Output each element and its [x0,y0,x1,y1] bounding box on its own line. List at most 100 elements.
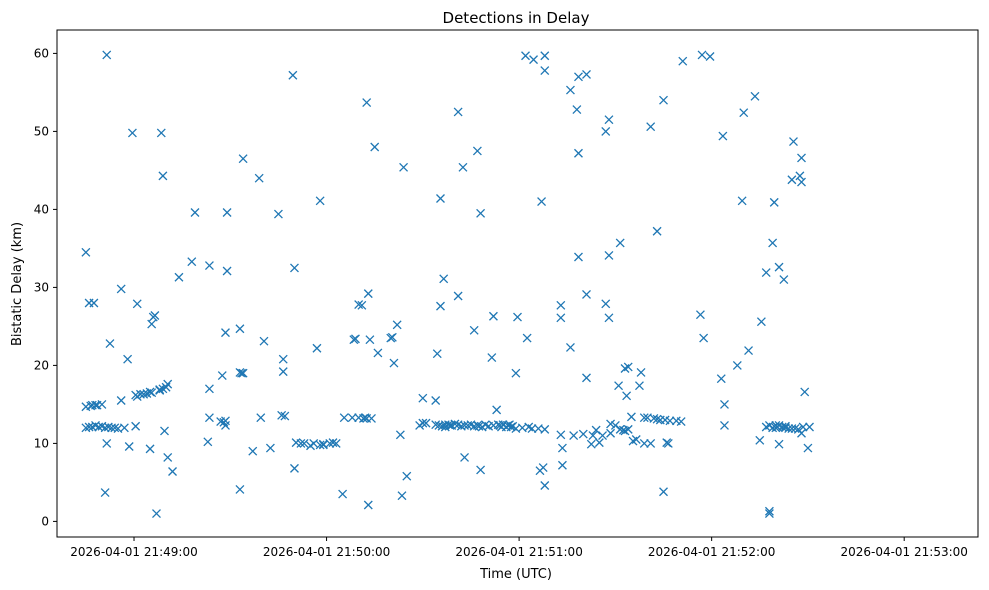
data-point [131,421,141,431]
data-point [453,107,463,117]
data-point [797,177,806,187]
data-point [540,481,550,490]
x-axis-label: Time (UTC) [479,567,552,582]
data-point [572,105,582,115]
data-point [634,381,644,391]
data-point [787,175,797,185]
data-point [124,442,134,451]
data-point [296,438,306,448]
data-point [769,197,779,207]
data-point [453,291,463,301]
data-point [397,491,407,501]
data-point [238,154,248,164]
data-point [604,313,614,323]
data-point [750,91,760,101]
data-point [432,349,442,359]
data-point [659,95,668,105]
data-point [152,509,161,519]
data-point [790,424,800,434]
data-point [557,460,567,470]
data-point [646,122,656,132]
data-point [716,374,726,384]
data-point [147,388,157,398]
data-point [582,289,591,299]
data-point [254,173,264,183]
data-point [439,274,449,284]
data-point [663,438,673,448]
data-point [720,421,729,430]
data-point [203,437,213,447]
data-point [676,417,686,427]
data-point [158,171,168,181]
data-point [367,413,376,423]
data-point [97,399,107,409]
data-point [652,414,662,424]
y-tick-label: 10 [34,436,49,450]
data-point [623,424,633,434]
data-point [556,300,566,310]
data-point [805,422,814,432]
data-point [594,438,604,448]
data-point [646,438,656,448]
data-point [365,335,375,345]
data-point [538,463,548,473]
data-point [350,334,360,344]
data-point [476,465,486,475]
data-point [147,319,157,329]
data-point [288,70,298,80]
data-point [402,471,412,481]
data-point [373,348,383,358]
data-point [222,208,232,217]
data-point [238,368,248,378]
data-point [659,487,668,497]
data-point [639,413,649,423]
data-point [614,381,624,391]
y-tick-label: 60 [34,46,49,60]
data-point [123,354,133,364]
data-point [132,299,142,309]
data-point [557,443,567,453]
x-tick-label: 2026-04-01 21:52:00 [648,545,775,559]
data-point [392,320,402,330]
data-point [574,252,583,262]
data-point [718,131,728,141]
data-point [458,162,468,172]
data-point [774,262,784,272]
data-point [598,431,607,441]
data-point [278,354,288,364]
data-point [395,430,405,440]
data-point [102,50,112,60]
data-point [488,311,498,321]
data-point [139,389,149,399]
data-point [768,238,778,248]
data-point [150,311,160,320]
data-point [586,439,596,449]
data-point [582,373,591,383]
data-point [732,360,742,370]
data-point [127,128,137,138]
data-point [259,336,269,346]
data-point [222,266,232,276]
data-point [116,396,126,405]
data-point [119,423,129,433]
data-point [678,56,688,66]
y-axis-label: Bistatic Delay (km) [10,222,25,346]
data-point [312,343,322,353]
data-point [513,312,522,322]
data-point [737,196,747,206]
data-point [540,51,550,61]
data-point [436,301,445,311]
data-point [460,452,470,462]
x-tick-label: 2026-04-01 21:50:00 [263,545,390,559]
data-point [565,343,575,352]
plot-area [56,29,979,538]
data-point [578,429,588,439]
data-point [764,509,774,519]
data-point [331,438,341,448]
y-tick-label: 30 [34,280,49,294]
data-point [389,358,399,368]
data-point [574,72,583,82]
data-point [521,51,530,61]
data-point [315,440,325,450]
data-point [325,438,335,448]
